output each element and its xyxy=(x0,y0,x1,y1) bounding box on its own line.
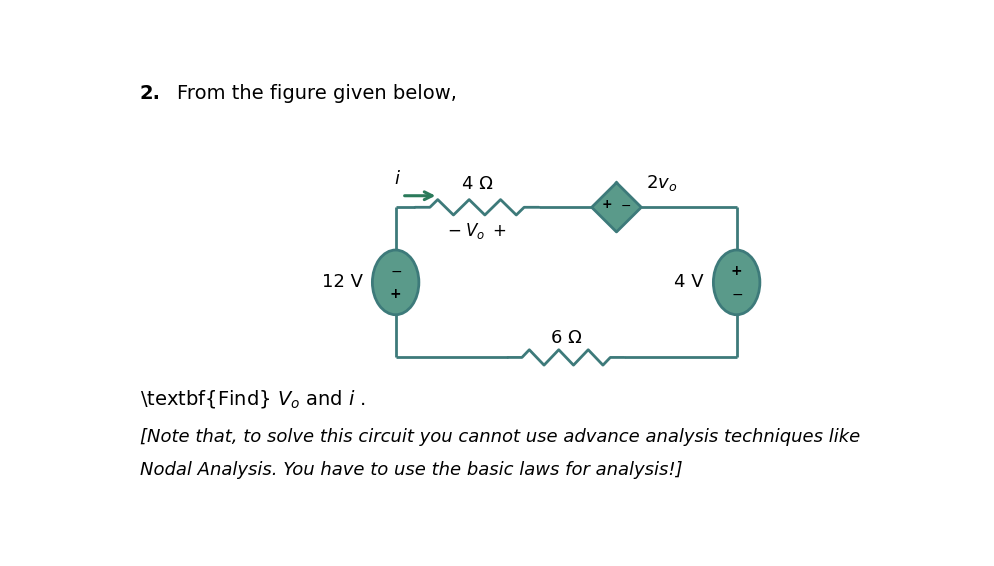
Text: \textbf{Find} $V_o$ and $i$ .: \textbf{Find} $V_o$ and $i$ . xyxy=(140,388,366,410)
Text: $-\;V_o\;+$: $-\;V_o\;+$ xyxy=(447,221,506,241)
Text: 4 Ω: 4 Ω xyxy=(461,175,492,194)
Text: 4 V: 4 V xyxy=(674,273,704,291)
Ellipse shape xyxy=(372,250,418,315)
Text: $-$: $-$ xyxy=(730,287,742,301)
Ellipse shape xyxy=(713,250,759,315)
Text: +: + xyxy=(390,287,401,301)
Text: 6 Ω: 6 Ω xyxy=(551,329,580,346)
Text: +: + xyxy=(601,199,612,212)
Polygon shape xyxy=(591,183,641,232)
Text: Nodal Analysis. You have to use the basic laws for analysis!]: Nodal Analysis. You have to use the basi… xyxy=(140,461,682,479)
Text: 2.: 2. xyxy=(140,84,161,103)
Text: 12 V: 12 V xyxy=(322,273,363,291)
Text: $i$: $i$ xyxy=(394,170,401,188)
Text: From the figure given below,: From the figure given below, xyxy=(177,84,456,103)
Text: $-$: $-$ xyxy=(619,199,631,212)
Text: +: + xyxy=(730,264,742,278)
Text: 2$v_o$: 2$v_o$ xyxy=(645,173,677,194)
Text: $-$: $-$ xyxy=(390,264,402,278)
Text: [Note that, to solve this circuit you cannot use advance analysis techniques lik: [Note that, to solve this circuit you ca… xyxy=(140,428,859,446)
